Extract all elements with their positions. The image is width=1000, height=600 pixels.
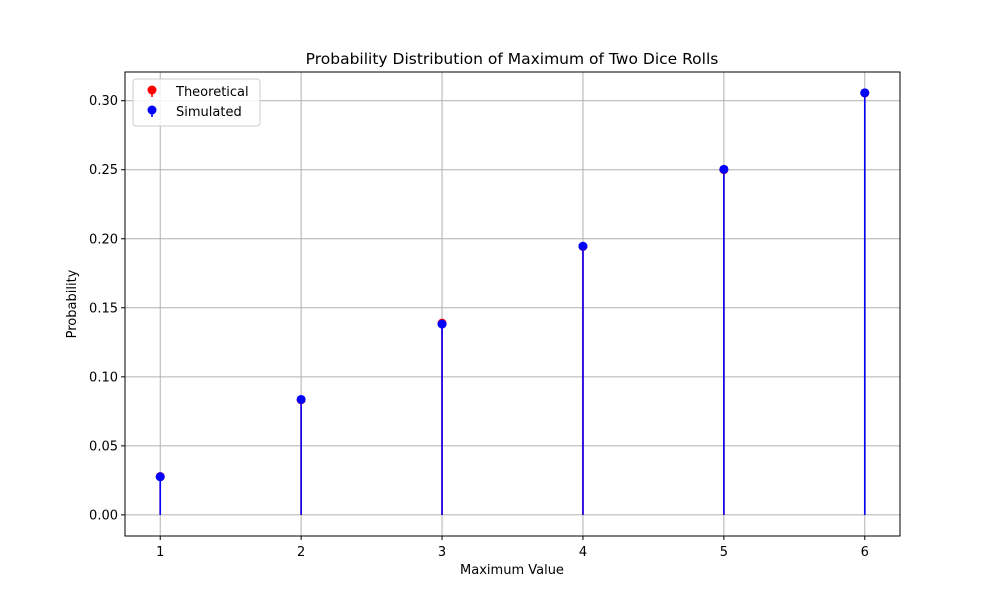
stems xyxy=(159,92,866,515)
x-tick-label: 6 xyxy=(861,545,869,560)
simulated-marker xyxy=(296,394,306,404)
y-axis-label: Probability xyxy=(65,269,80,338)
y-tick-label: 0.05 xyxy=(89,439,118,454)
x-tick-label: 2 xyxy=(297,545,305,560)
y-tick-label: 0.00 xyxy=(89,508,118,523)
x-axis-label: Maximum Value xyxy=(460,563,564,578)
legend: Theoretical Simulated xyxy=(132,78,261,127)
y-axis-ticks: 0.00 0.05 0.10 0.15 0.20 0.25 0.30 xyxy=(89,94,125,523)
simulated-marker xyxy=(860,88,870,98)
theoretical-legend-label: Theoretical xyxy=(175,85,249,100)
plot-frame xyxy=(124,71,901,537)
y-tick-label: 0.30 xyxy=(89,94,118,109)
x-tick-label: 4 xyxy=(579,545,587,560)
x-tick-label: 5 xyxy=(720,545,728,560)
chart-title: Probability Distribution of Maximum of T… xyxy=(306,50,719,68)
theoretical-legend-marker xyxy=(147,85,157,95)
simulated-legend-label: Simulated xyxy=(176,105,242,120)
simulated-marker xyxy=(719,164,729,174)
x-tick-label: 3 xyxy=(438,545,446,560)
simulated-marker xyxy=(155,472,165,482)
simulated-marker xyxy=(437,319,447,329)
y-tick-label: 0.10 xyxy=(89,370,118,385)
simulated-legend-marker xyxy=(147,105,157,115)
grid xyxy=(125,72,900,536)
y-tick-label: 0.15 xyxy=(89,301,118,316)
simulated-marker xyxy=(578,241,588,251)
x-axis-ticks: 1 2 3 4 5 6 xyxy=(156,536,869,560)
markers xyxy=(155,88,870,482)
y-tick-label: 0.25 xyxy=(89,163,118,178)
legend-box xyxy=(132,78,261,127)
y-tick-label: 0.20 xyxy=(89,232,118,247)
x-tick-label: 1 xyxy=(156,545,164,560)
